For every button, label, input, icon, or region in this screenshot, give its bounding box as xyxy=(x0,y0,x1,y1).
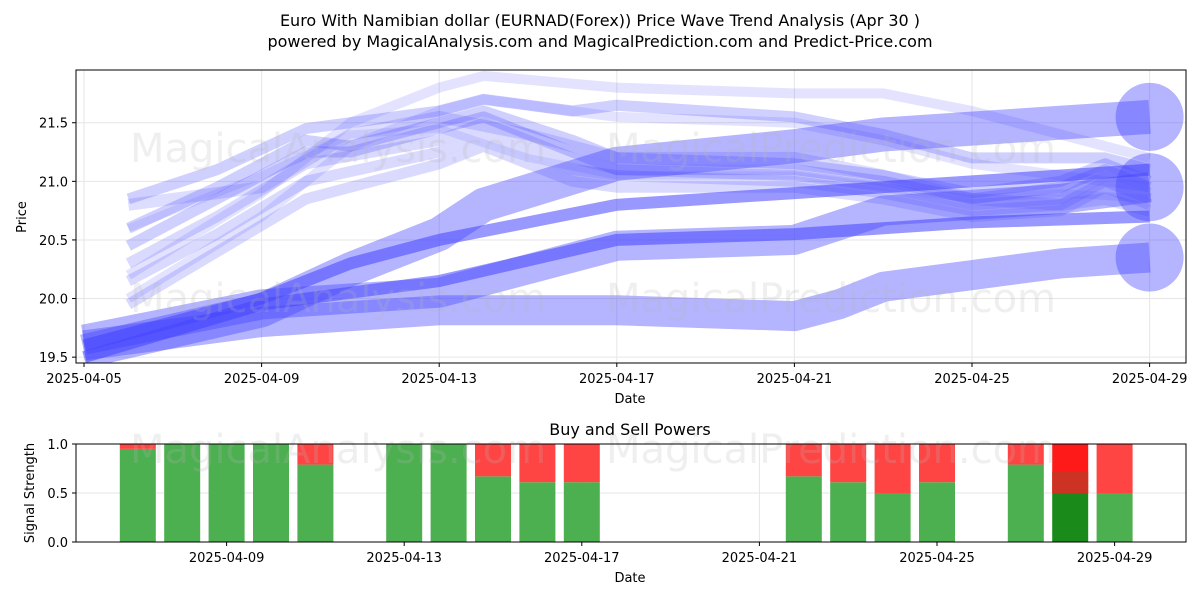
price-end-bubble xyxy=(1115,153,1184,222)
price-x-tick-label: 2025-04-09 xyxy=(224,372,300,387)
buy-power-bar xyxy=(297,464,334,542)
price-wave-wave-14 xyxy=(127,110,1152,217)
signal-chart: Buy and Sell Powers MagicalAnalysis.com … xyxy=(23,420,1187,586)
price-wave-wave-12 xyxy=(125,70,1151,280)
price-y-ticks: 19.5 20.0 20.5 21.0 21.5 xyxy=(39,117,76,366)
price-wave-wave-5 xyxy=(82,210,1150,363)
watermark-prediction-bottom: MagicalPrediction.com xyxy=(606,427,1056,473)
buy-power-bar xyxy=(830,482,867,542)
price-y-tick-label: 20.0 xyxy=(39,293,68,308)
buy-power-bar xyxy=(475,476,511,542)
price-axes-frame xyxy=(75,69,1187,364)
price-wave-wave-1 xyxy=(80,99,1151,363)
sell-power-bar xyxy=(919,444,955,483)
buy-power-bar xyxy=(919,482,955,542)
signal-x-ticks: 2025-04-09 2025-04-13 2025-04-17 2025-04-21… xyxy=(189,542,1153,566)
price-x-tick-label: 2025-04-21 xyxy=(757,372,833,387)
price-x-label: Date xyxy=(614,392,645,407)
price-wave-wave-11 xyxy=(125,140,1152,310)
price-wave-wave-9 xyxy=(125,117,1152,269)
buy-power-bar xyxy=(1052,493,1089,542)
buy-power-bar xyxy=(785,476,822,542)
signal-x-tick-label: 2025-04-13 xyxy=(366,551,442,566)
price-x-tick-label: 2025-04-25 xyxy=(934,372,1010,387)
chart-title-line2: powered by MagicalAnalysis.com and Magic… xyxy=(267,32,932,51)
price-watermarks: MagicalAnalysis.com MagicalPrediction.co… xyxy=(130,126,1056,322)
buy-power-bar xyxy=(208,444,245,542)
signal-x-tick-label: 2025-04-09 xyxy=(189,551,265,566)
signal-y-tick-label: 0.5 xyxy=(47,487,68,502)
price-x-tick-label: 2025-04-05 xyxy=(46,372,122,387)
watermark-analysis-top-2: MagicalAnalysis.com xyxy=(130,276,546,322)
buy-power-bar xyxy=(386,444,423,542)
signal-x-label: Date xyxy=(614,571,645,586)
sell-power-bar xyxy=(874,444,911,493)
watermark-analysis-bottom: MagicalAnalysis.com xyxy=(130,427,546,473)
watermark-prediction-top-2: MagicalPrediction.com xyxy=(606,276,1056,322)
buy-power-bar xyxy=(430,444,467,542)
price-y-tick-label: 21.0 xyxy=(39,175,68,190)
sell-power-bar xyxy=(785,444,822,477)
signal-x-tick-label: 2025-04-29 xyxy=(1077,551,1153,566)
price-wave-wave-3 xyxy=(82,242,1151,361)
price-end-bubble xyxy=(1115,82,1184,151)
signal-y-ticks: 0.0 0.5 1.0 xyxy=(47,438,76,551)
buy-power-bar xyxy=(119,448,156,542)
mixed-power-bar xyxy=(1052,471,1089,493)
price-wave-wave-8 xyxy=(125,111,1152,251)
buy-power-bar xyxy=(519,482,556,542)
price-y-tick-label: 21.5 xyxy=(39,117,68,132)
price-y-tick-label: 19.5 xyxy=(39,351,68,366)
signal-watermarks: MagicalAnalysis.com MagicalPrediction.co… xyxy=(130,427,1056,473)
price-chart: MagicalAnalysis.com MagicalPrediction.co… xyxy=(15,69,1187,407)
sell-power-bar xyxy=(563,444,600,483)
sell-power-bar xyxy=(297,444,334,465)
signal-bars xyxy=(119,444,1133,542)
price-wave-wave-7 xyxy=(126,105,1152,234)
price-wave-wave-6 xyxy=(126,93,1152,205)
buy-power-bar xyxy=(1007,464,1044,542)
buy-power-bar xyxy=(874,493,911,542)
watermark-analysis-top-1: MagicalAnalysis.com xyxy=(130,126,546,172)
price-end-bubble xyxy=(1115,223,1184,292)
signal-y-tick-label: 0.0 xyxy=(47,536,68,551)
signal-x-tick-label: 2025-04-21 xyxy=(722,551,798,566)
price-x-ticks: 2025-04-05 2025-04-09 2025-04-13 2025-04-17… xyxy=(46,363,1187,387)
price-y-tick-label: 20.5 xyxy=(39,234,68,249)
sell-power-bar xyxy=(519,444,556,483)
watermark-prediction-top-1: MagicalPrediction.com xyxy=(606,126,1056,172)
signal-chart-title: Buy and Sell Powers xyxy=(549,420,711,439)
price-wave-wave-10 xyxy=(125,129,1152,286)
price-x-tick-label: 2025-04-17 xyxy=(579,372,655,387)
buy-power-bar xyxy=(1096,493,1133,542)
buy-power-bar xyxy=(164,444,201,542)
price-wave-wave-4 xyxy=(82,163,1150,352)
signal-y-tick-label: 1.0 xyxy=(47,438,68,453)
buy-power-bar xyxy=(253,444,289,542)
sell-power-bar xyxy=(830,444,867,483)
price-wave-wave-13 xyxy=(125,94,1151,303)
sell-power-bar xyxy=(1096,444,1133,493)
price-wave-wave-15 xyxy=(126,124,1150,232)
signal-x-tick-label: 2025-04-17 xyxy=(544,551,620,566)
sell-power-bar xyxy=(475,444,511,477)
sell-power-bar xyxy=(119,444,156,449)
chart-title-line1: Euro With Namibian dollar (EURNAD(Forex)… xyxy=(280,11,920,30)
sell-power-bar xyxy=(1007,444,1044,465)
price-waves xyxy=(80,70,1184,363)
signal-y-label: Signal Strength xyxy=(23,443,38,543)
price-x-tick-label: 2025-04-13 xyxy=(401,372,477,387)
signal-x-tick-label: 2025-04-25 xyxy=(899,551,975,566)
buy-power-bar xyxy=(563,482,600,542)
price-y-label: Price xyxy=(15,201,30,233)
price-x-tick-label: 2025-04-29 xyxy=(1112,372,1188,387)
